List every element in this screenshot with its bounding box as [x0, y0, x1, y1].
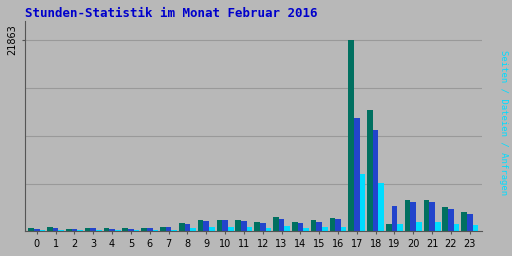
Bar [330, 218, 335, 231]
Bar [348, 40, 354, 231]
Bar [266, 228, 271, 231]
Bar [185, 223, 190, 231]
Bar [115, 230, 121, 231]
Bar [236, 220, 241, 231]
Bar [172, 230, 177, 231]
Bar [448, 209, 454, 231]
Bar [39, 230, 45, 231]
Bar [85, 228, 91, 231]
Bar [128, 229, 134, 231]
Bar [467, 214, 473, 231]
Bar [429, 202, 435, 231]
Bar [134, 230, 139, 231]
Bar [397, 223, 403, 231]
Bar [316, 222, 322, 231]
Bar [241, 221, 247, 231]
Bar [297, 223, 303, 231]
Bar [473, 225, 478, 231]
Bar [341, 227, 347, 231]
Bar [454, 223, 459, 231]
Bar [217, 220, 222, 231]
Bar [147, 228, 153, 231]
Bar [228, 227, 233, 231]
Bar [103, 228, 109, 231]
Bar [66, 229, 72, 231]
Bar [153, 230, 158, 231]
Text: Seiten / Dateien / Anfragen: Seiten / Dateien / Anfragen [499, 50, 508, 195]
Bar [203, 221, 209, 231]
Bar [292, 222, 297, 231]
Bar [198, 220, 203, 231]
Bar [359, 174, 365, 231]
Bar [34, 229, 39, 231]
Bar [58, 230, 64, 231]
Bar [335, 219, 341, 231]
Bar [247, 227, 252, 231]
Bar [160, 227, 166, 231]
Text: Stunden-Statistik im Monat Februar 2016: Stunden-Statistik im Monat Februar 2016 [25, 7, 317, 20]
Bar [392, 206, 397, 231]
Bar [47, 227, 53, 231]
Bar [109, 229, 115, 231]
Bar [190, 228, 196, 231]
Bar [405, 200, 411, 231]
Bar [461, 212, 467, 231]
Bar [435, 222, 441, 231]
Bar [303, 228, 309, 231]
Bar [141, 228, 147, 231]
Bar [122, 228, 128, 231]
Bar [284, 226, 290, 231]
Bar [416, 222, 422, 231]
Bar [373, 130, 378, 231]
Bar [53, 228, 58, 231]
Bar [28, 228, 34, 231]
Bar [386, 223, 392, 231]
Bar [423, 200, 429, 231]
Bar [209, 227, 215, 231]
Bar [279, 219, 284, 231]
Bar [367, 111, 373, 231]
Bar [260, 223, 266, 231]
Bar [179, 223, 185, 231]
Bar [273, 217, 279, 231]
Bar [254, 222, 260, 231]
Bar [322, 227, 328, 231]
Bar [166, 227, 172, 231]
Bar [411, 202, 416, 231]
Bar [77, 230, 83, 231]
Bar [96, 230, 102, 231]
Bar [91, 228, 96, 231]
Bar [354, 118, 359, 231]
Bar [222, 220, 228, 231]
Bar [378, 183, 384, 231]
Bar [72, 229, 77, 231]
Bar [442, 207, 448, 231]
Bar [311, 220, 316, 231]
